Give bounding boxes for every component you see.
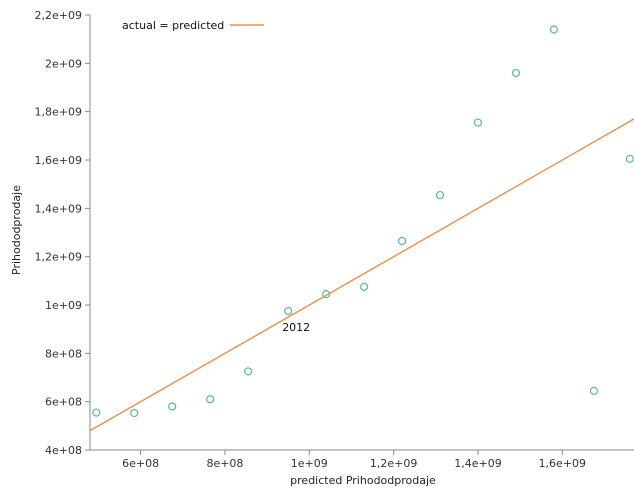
reference-line-group xyxy=(90,119,634,431)
data-point xyxy=(131,410,138,417)
data-point xyxy=(361,283,368,290)
y-tick-label: 1,2e+09 xyxy=(35,251,82,264)
y-tick-label: 2e+09 xyxy=(45,57,82,70)
data-point xyxy=(93,409,100,416)
x-tick-label: 1e+09 xyxy=(291,457,328,470)
y-tick-label: 1,8e+09 xyxy=(35,106,82,119)
legend-label: actual = predicted xyxy=(122,19,224,32)
x-tick-label: 1,6e+09 xyxy=(539,457,586,470)
data-point xyxy=(474,119,481,126)
y-tick-label: 1,4e+09 xyxy=(35,202,82,215)
x-axis-title: predicted Prihododprodaje xyxy=(290,474,436,487)
x-tick-label: 1,4e+09 xyxy=(454,457,501,470)
data-point xyxy=(626,155,633,162)
y-tick-label: 1e+09 xyxy=(45,299,82,312)
y-tick-label: 6e+08 xyxy=(45,396,82,409)
data-point xyxy=(285,308,292,315)
y-tick-label: 4e+08 xyxy=(45,444,82,457)
data-points xyxy=(93,26,633,417)
axes: 4e+08 6e+08 8e+08 1e+09 1,2e+09 1,4e+09 1,6e+0… xyxy=(35,9,634,470)
annotations: 2012 xyxy=(282,321,310,334)
point-annotation: 2012 xyxy=(282,321,310,334)
data-point xyxy=(590,387,597,394)
y-tick-label: 2,2e+09 xyxy=(35,9,82,22)
reference-line xyxy=(90,119,634,431)
data-point xyxy=(512,70,519,77)
data-point xyxy=(437,192,444,199)
legend: actual = predicted xyxy=(122,19,264,32)
x-tick-label: 1,2e+09 xyxy=(370,457,417,470)
y-axis-title: Prihododprodaje xyxy=(10,185,23,275)
x-tick-label: 6e+08 xyxy=(122,457,159,470)
data-point xyxy=(245,368,252,375)
y-tick-label: 8e+08 xyxy=(45,347,82,360)
y-tick-label: 1,6e+09 xyxy=(35,154,82,167)
x-tick-label: 8e+08 xyxy=(206,457,243,470)
data-point xyxy=(399,237,406,244)
data-point xyxy=(550,26,557,33)
data-point xyxy=(169,403,176,410)
data-point xyxy=(207,396,214,403)
